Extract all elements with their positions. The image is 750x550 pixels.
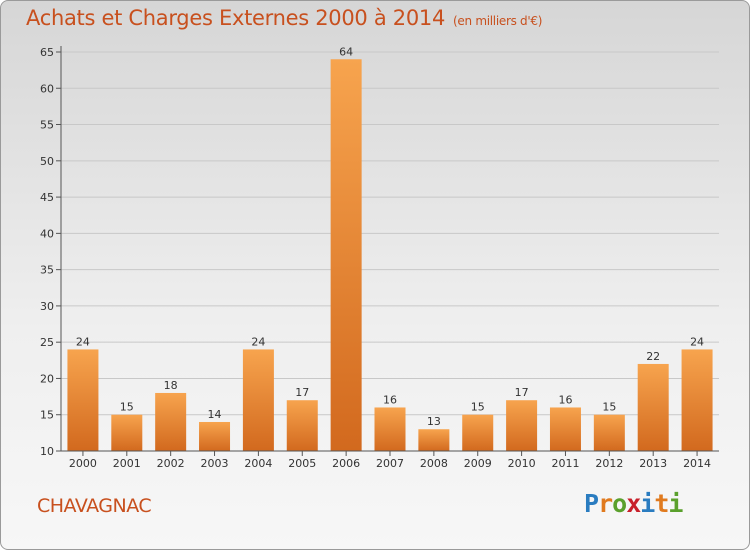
x-tick-label: 2004	[244, 457, 272, 470]
data-label-2001: 15	[120, 401, 134, 414]
data-label-2013: 22	[646, 350, 660, 363]
title-text: Achats et Charges Externes 2000 à 2014	[26, 6, 446, 30]
y-tick-label: 35	[40, 264, 54, 277]
bar-2002	[155, 392, 187, 451]
y-tick-label: 15	[40, 409, 54, 422]
data-label-2011: 16	[558, 393, 572, 406]
x-tick-label: 2003	[201, 457, 229, 470]
x-tick-label: 2012	[595, 457, 623, 470]
logo-letter: i	[640, 489, 655, 518]
data-label-2006: 64	[339, 45, 353, 58]
proxiti-logo: Proxiti	[584, 489, 683, 518]
logo-letter: o	[612, 489, 627, 518]
bar-2004	[242, 349, 274, 451]
data-label-2005: 17	[295, 386, 309, 399]
x-tick-label: 2014	[683, 457, 711, 470]
data-label-2009: 15	[471, 401, 485, 414]
y-tick-label: 45	[40, 191, 54, 204]
data-label-2002: 18	[164, 379, 178, 392]
data-label-2014: 24	[690, 335, 704, 348]
bar-2009	[462, 414, 494, 451]
x-tick-label: 2007	[376, 457, 404, 470]
y-tick-label: 10	[40, 445, 54, 458]
x-tick-label: 2001	[113, 457, 141, 470]
bar-2007	[374, 407, 406, 451]
chart-title: Achats et Charges Externes 2000 à 2014 (e…	[26, 6, 542, 30]
x-tick-label: 2005	[288, 457, 316, 470]
x-tick-label: 2000	[69, 457, 97, 470]
y-tick-label: 60	[40, 82, 54, 95]
x-tick-label: 2008	[420, 457, 448, 470]
data-label-2012: 15	[602, 401, 616, 414]
bar-2011	[549, 407, 581, 451]
x-tick-label: 2002	[157, 457, 185, 470]
y-tick-label: 25	[40, 336, 54, 349]
data-label-2000: 24	[76, 335, 90, 348]
logo-letter: t	[654, 489, 669, 518]
bar-2013	[637, 363, 669, 451]
data-label-2007: 16	[383, 393, 397, 406]
bar-2008	[418, 429, 450, 451]
bar-2010	[506, 400, 538, 451]
bar-2014	[681, 349, 713, 451]
y-tick-label: 20	[40, 372, 54, 385]
x-tick-label: 2010	[508, 457, 536, 470]
y-tick-label: 55	[40, 119, 54, 132]
x-tick-label: 2006	[332, 457, 360, 470]
bar-2012	[593, 414, 625, 451]
y-tick-label: 40	[40, 227, 54, 240]
data-label-2004: 24	[251, 335, 265, 348]
bar-2001	[111, 414, 143, 451]
data-label-2003: 14	[208, 408, 222, 421]
logo-letter: x	[626, 489, 641, 518]
data-label-2008: 13	[427, 415, 441, 428]
commune-name: CHAVAGNAC	[37, 495, 152, 517]
bar-2006	[330, 59, 362, 451]
logo-letter: P	[584, 489, 599, 518]
y-tick-label: 50	[40, 155, 54, 168]
x-tick-label: 2013	[639, 457, 667, 470]
bar-2005	[286, 400, 318, 451]
y-tick-label: 65	[40, 46, 54, 59]
logo-letter: i	[668, 489, 683, 518]
y-tick-label: 30	[40, 300, 54, 313]
logo-letter: r	[598, 489, 613, 518]
title-unit: (en milliers d'€)	[453, 14, 543, 28]
bar-2003	[199, 421, 231, 451]
bar-2000	[67, 349, 99, 451]
x-tick-label: 2011	[551, 457, 579, 470]
data-label-2010: 17	[515, 386, 529, 399]
x-tick-label: 2009	[464, 457, 492, 470]
